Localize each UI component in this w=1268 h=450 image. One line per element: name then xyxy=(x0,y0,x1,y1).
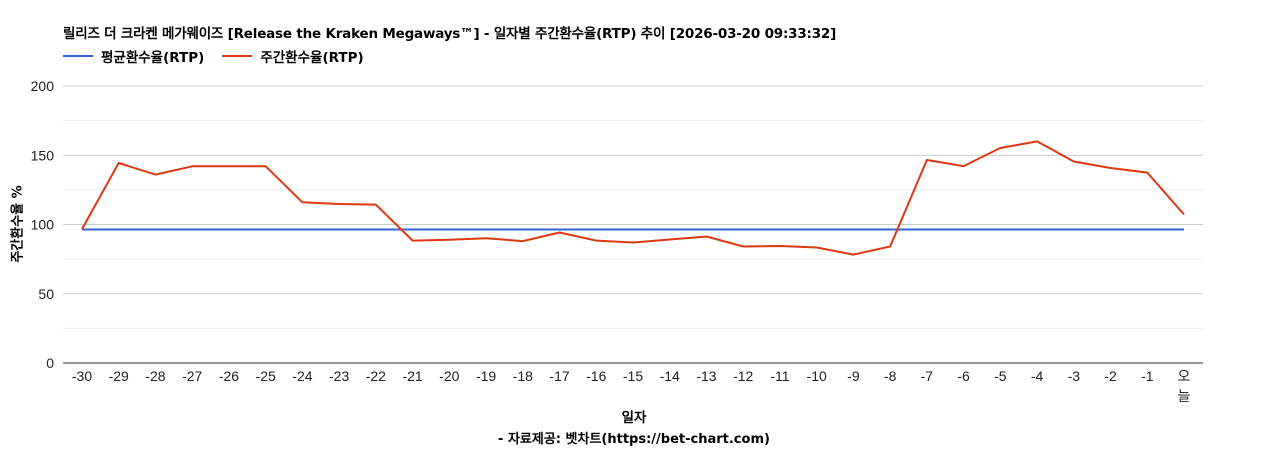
legend-label-weekly: 주간환수율(RTP) xyxy=(260,50,364,66)
chart-legend: 평균환수율(RTP) 주간환수율(RTP) xyxy=(63,46,364,66)
x-tick-label: -24 xyxy=(292,368,312,384)
x-tick-label: -26 xyxy=(219,368,239,384)
x-tick-label: -27 xyxy=(182,368,202,384)
x-axis-title: 일자 xyxy=(621,410,647,426)
chart-title: 릴리즈 더 크라켄 메가웨이즈 [Release the Kraken Mega… xyxy=(63,26,837,42)
x-tick-label: -19 xyxy=(476,368,496,384)
x-tick-label: -16 xyxy=(586,368,606,384)
x-tick-label: -4 xyxy=(1031,368,1044,384)
x-tick-label: -18 xyxy=(513,368,533,384)
x-tick-label: -20 xyxy=(439,368,459,384)
x-tick-label: -13 xyxy=(696,368,716,384)
x-tick-label: -21 xyxy=(402,368,422,384)
legend-swatch-average xyxy=(63,55,93,57)
legend-label-average: 평균환수율(RTP) xyxy=(101,50,205,66)
y-tick-label: 0 xyxy=(46,355,54,371)
y-tick-label: 200 xyxy=(31,78,55,94)
x-tick-label: -30 xyxy=(72,368,92,384)
x-tick-label: -10 xyxy=(807,368,827,384)
legend-item-weekly-rtp[interactable]: 주간환수율(RTP) xyxy=(222,46,364,66)
x-tick-label: -11 xyxy=(770,368,789,384)
legend-swatch-weekly xyxy=(222,55,253,57)
x-tick-label: -8 xyxy=(884,368,897,384)
data-source-credit: - 자료제공: 벳차트(https://bet-chart.com) xyxy=(498,432,770,447)
x-tick-label: -25 xyxy=(256,368,276,384)
x-tick-label: -2 xyxy=(1104,368,1117,384)
x-tick-label: -29 xyxy=(109,368,129,384)
y-tick-label: 50 xyxy=(38,286,54,302)
x-tick-label: -5 xyxy=(994,368,1007,384)
x-tick-label: -17 xyxy=(549,368,569,384)
y-tick-label: 150 xyxy=(31,147,55,163)
x-tick-label: -7 xyxy=(921,368,934,384)
legend-item-average-rtp[interactable]: 평균환수율(RTP) xyxy=(63,46,204,66)
x-tick-label: -28 xyxy=(145,368,165,384)
x-tick-label: -9 xyxy=(847,368,860,384)
x-tick-label: -23 xyxy=(329,368,349,384)
x-tick-label: 오 xyxy=(1178,368,1191,384)
x-tick-label: -15 xyxy=(623,368,643,384)
x-tick-label: -22 xyxy=(366,368,386,384)
y-axis-title: 주간환수율 % xyxy=(10,185,26,263)
weekly-rtp-line xyxy=(81,140,1185,256)
x-tick-label: -14 xyxy=(660,368,680,384)
x-tick-label: -6 xyxy=(957,368,970,384)
x-tick-label: -3 xyxy=(1068,368,1081,384)
y-tick-label: 100 xyxy=(31,217,55,233)
x-tick-label: 늘 xyxy=(1178,388,1191,404)
x-tick-label: -12 xyxy=(733,368,753,384)
x-tick-label: -1 xyxy=(1141,368,1154,384)
